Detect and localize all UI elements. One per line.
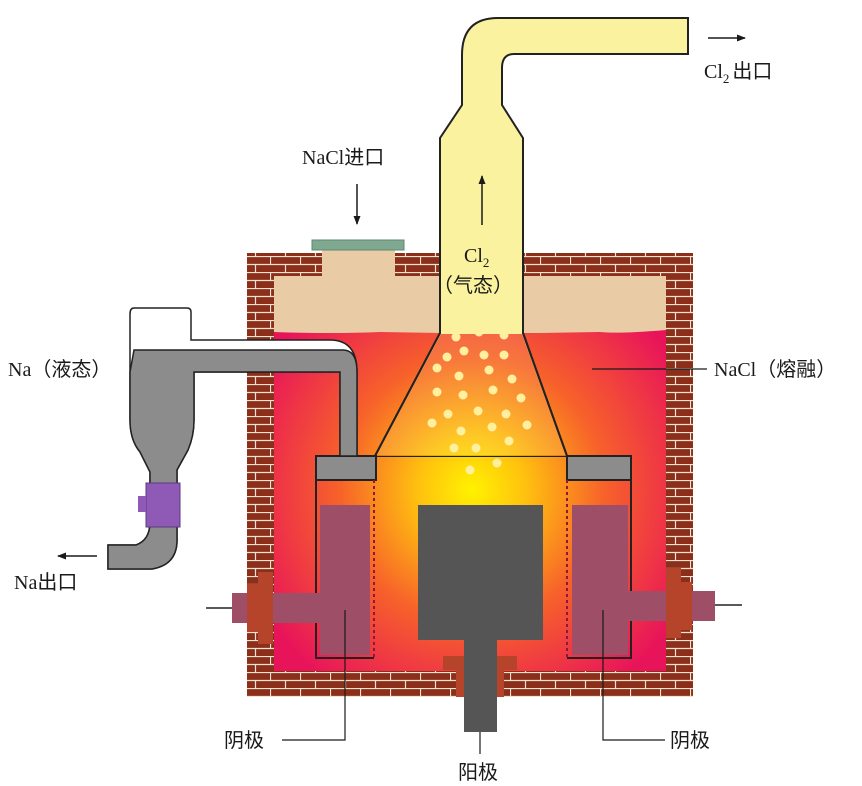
nacl-inlet-label: NaCl进口 bbox=[302, 146, 384, 169]
nacl-inlet-cap bbox=[311, 239, 405, 251]
na-outlet-label: Na出口 bbox=[14, 571, 77, 594]
nacl-molten-label: NaCl（熔融） bbox=[714, 358, 836, 381]
cathode-left-label: 阴极 bbox=[224, 729, 264, 752]
chlorine-bubbles bbox=[427, 327, 532, 475]
na-liquid-label: Na（液态） bbox=[8, 358, 111, 381]
sodium-valve bbox=[145, 482, 181, 528]
cl2-gas-formula: Cl2 bbox=[464, 245, 489, 270]
anode-block bbox=[418, 505, 543, 640]
cl2-outlet-label: Cl2 出口 bbox=[704, 60, 772, 86]
cathode-right bbox=[572, 505, 628, 655]
anode-label: 阳极 bbox=[458, 761, 498, 784]
cl2-gas-state-label: （气态） bbox=[433, 274, 513, 297]
nacl-feed-block bbox=[322, 250, 395, 280]
cathode-right-label: 阴极 bbox=[670, 729, 710, 752]
